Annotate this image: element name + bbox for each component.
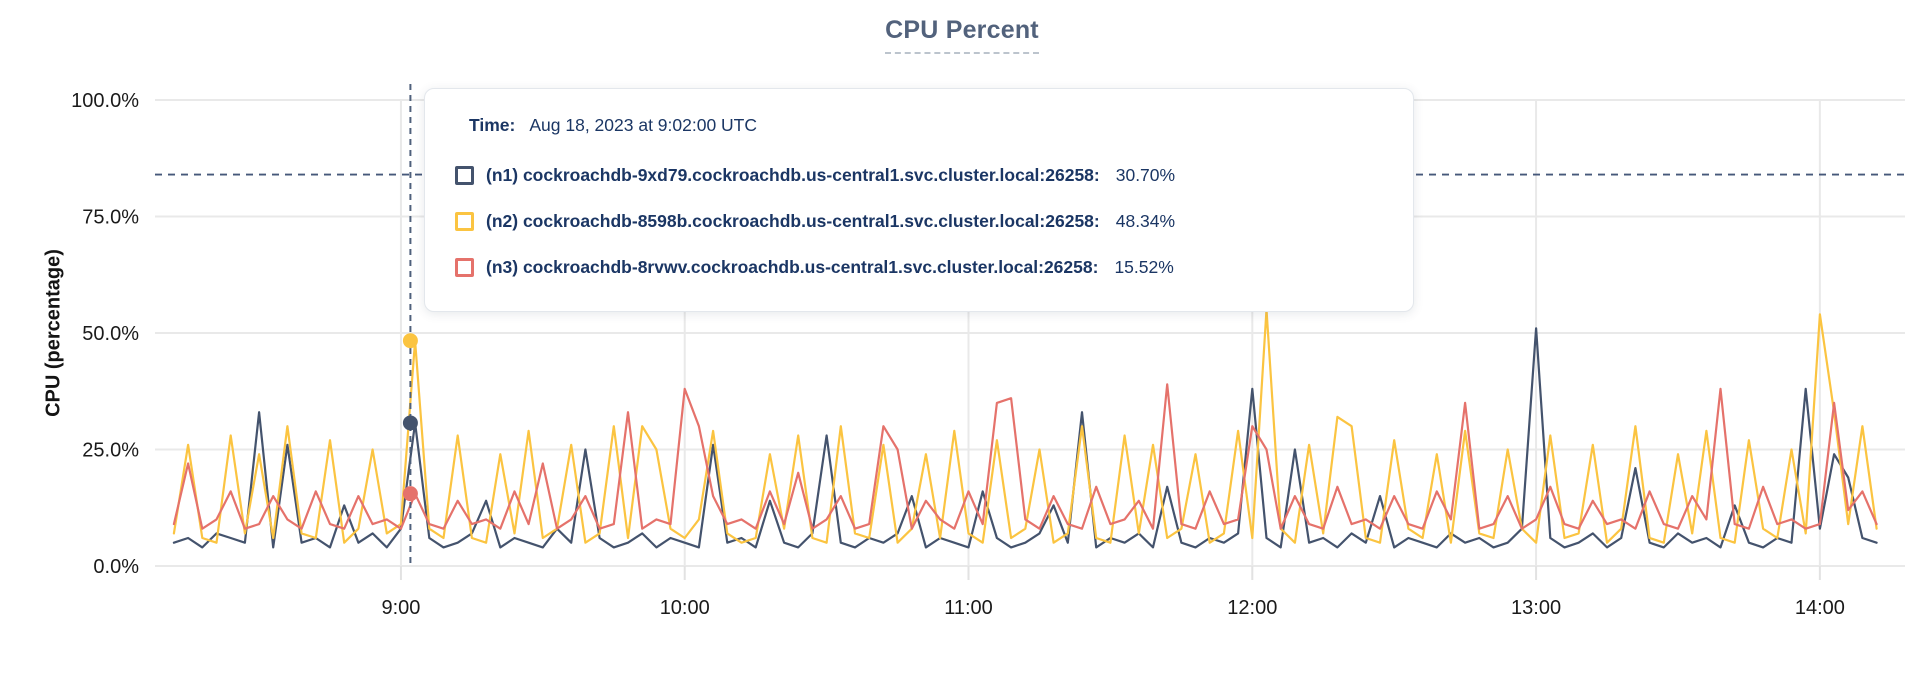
chart-title: CPU Percent: [885, 16, 1039, 54]
highlight-dot-n3: [402, 486, 418, 502]
x-tick-label: 10:00: [660, 597, 710, 619]
tooltip-series-name: (n2) cockroachdb-8598b.cockroachdb.us-ce…: [486, 211, 1100, 231]
y-tick-label: 25.0%: [82, 440, 139, 462]
y-tick-label: 0.0%: [93, 556, 139, 578]
highlight-dot-n1: [402, 415, 418, 431]
y-tick-label: 50.0%: [82, 323, 139, 345]
tooltip-series-value: 48.34%: [1115, 211, 1176, 231]
x-tick-label: 9:00: [381, 597, 420, 619]
y-tick-label: 100.0%: [71, 90, 139, 112]
tooltip-series-name: (n1) cockroachdb-9xd79.cockroachdb.us-ce…: [486, 165, 1100, 185]
series-swatch-icon: [455, 257, 474, 277]
tooltip-series-row: (n1) cockroachdb-9xd79.cockroachdb.us-ce…: [455, 163, 1383, 187]
y-tick-label: 75.0%: [82, 207, 139, 229]
tooltip-time-label: Time:: [469, 115, 516, 135]
chart-tooltip: Time: Aug 18, 2023 at 9:02:00 UTC (n1) co…: [424, 88, 1414, 312]
tooltip-series-row: (n3) cockroachdb-8rvwv.cockroachdb.us-ce…: [455, 255, 1383, 279]
series-swatch-icon: [455, 211, 474, 231]
y-axis-title: CPU (percentage): [42, 249, 65, 417]
x-tick-label: 14:00: [1795, 597, 1845, 619]
tooltip-series-value: 30.70%: [1115, 165, 1176, 185]
x-tick-label: 13:00: [1511, 597, 1561, 619]
x-tick-label: 11:00: [944, 597, 993, 619]
series-line-n1: [172, 327, 1878, 549]
tooltip-series-row: (n2) cockroachdb-8598b.cockroachdb.us-ce…: [455, 209, 1383, 233]
series-line-n3: [172, 383, 1878, 530]
tooltip-time-value: Aug 18, 2023 at 9:02:00 UTC: [529, 115, 758, 135]
tooltip-time-row: Time: Aug 18, 2023 at 9:02:00 UTC: [469, 113, 1383, 137]
tooltip-series-name: (n3) cockroachdb-8rvwv.cockroachdb.us-ce…: [486, 257, 1099, 277]
highlight-dot-n2: [402, 333, 418, 349]
x-tick-label: 12:00: [1227, 597, 1277, 619]
chart-title-wrap: CPU Percent: [0, 16, 1924, 54]
series-line-n2: [172, 308, 1878, 544]
tooltip-series-value: 15.52%: [1114, 257, 1174, 277]
series-swatch-icon: [455, 165, 474, 185]
tooltip-series-rows: (n1) cockroachdb-9xd79.cockroachdb.us-ce…: [455, 163, 1383, 279]
